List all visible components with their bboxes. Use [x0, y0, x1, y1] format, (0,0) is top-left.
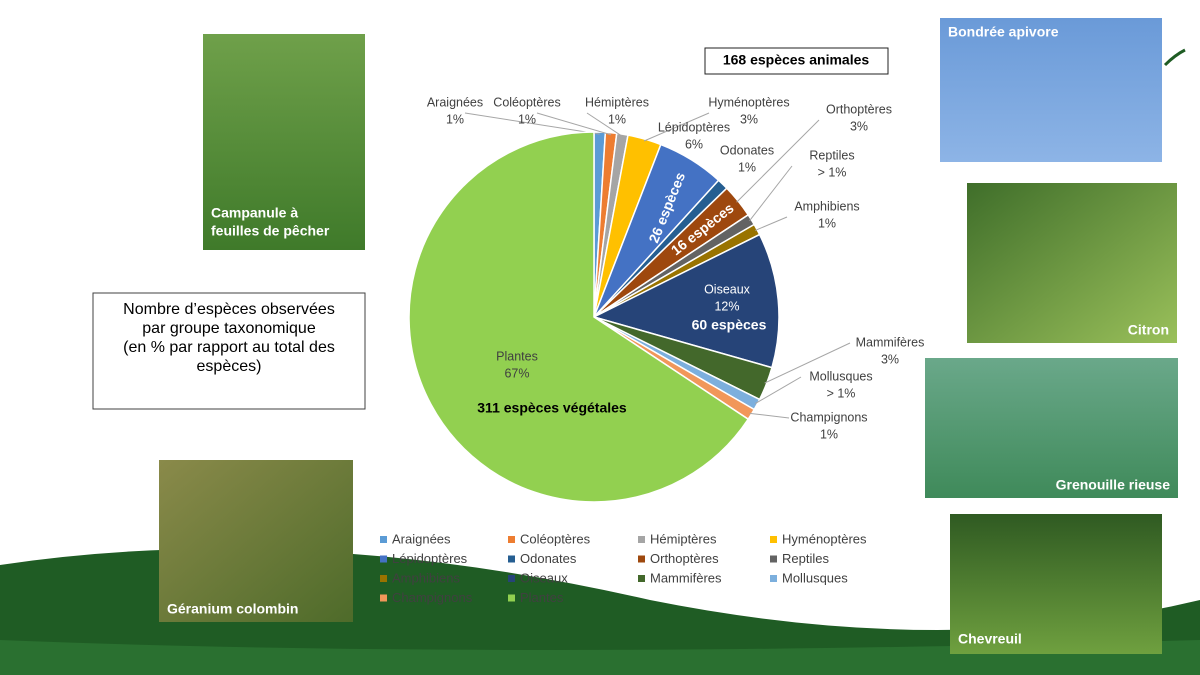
legend-swatch [380, 555, 387, 563]
background-band [0, 640, 1200, 675]
slice-value-label: 1% [738, 160, 756, 174]
legend-label: Orthoptères [650, 551, 719, 566]
leader-line [749, 412, 790, 419]
slice-value-label: 1% [518, 112, 536, 126]
legend-label: Araignées [392, 531, 451, 546]
legend-label: Lépidoptères [392, 551, 468, 566]
photo [967, 183, 1177, 343]
slice-label: Odonates [720, 143, 774, 157]
legend-swatch [508, 575, 515, 582]
legend-swatch [638, 555, 645, 563]
slice-label: Oiseaux [704, 282, 751, 296]
leader-line [754, 376, 802, 405]
slice-label: Champignons [790, 410, 867, 424]
slice-value-label: 12% [714, 299, 739, 313]
callout-text: 311 espèces végétales [477, 400, 627, 416]
slice-value-label: 3% [850, 119, 868, 133]
slice-label: Coléoptères [493, 95, 560, 109]
legend-swatch [638, 575, 645, 582]
legend-swatch [508, 594, 515, 602]
legend-label: Hémiptères [650, 531, 717, 546]
legend-label: Mollusques [782, 570, 848, 585]
slice-label: Araignées [427, 95, 483, 109]
slice-value-label: 6% [685, 137, 703, 151]
photo-caption: Chevreuil [958, 631, 1022, 647]
description-line: Nombre d’espèces observées [123, 301, 335, 318]
legend-swatch [380, 575, 387, 582]
slice-label: Amphibiens [794, 199, 859, 213]
leader-line [749, 165, 793, 221]
slice-label: Mollusques [809, 369, 872, 383]
photo [159, 460, 353, 622]
description-box [92, 292, 366, 410]
leader-line [464, 112, 600, 135]
photo [940, 18, 1162, 162]
callout-text: 168 espèces animales [723, 52, 870, 68]
slice-value-label: > 1% [818, 165, 847, 179]
legend-label: Amphibiens [392, 570, 460, 585]
photo-caption: feuilles de pêcher [211, 223, 330, 239]
legend-swatch [770, 555, 777, 563]
leader-line [586, 112, 623, 137]
photo-caption: Bondrée apivore [948, 24, 1059, 40]
leader-line [764, 342, 851, 384]
slice-annotation: 60 espèces [692, 317, 767, 333]
legend-swatch [380, 594, 387, 602]
slice-label: Hyménoptères [708, 95, 789, 109]
legend-swatch [508, 555, 515, 563]
slice-value-label: > 1% [827, 386, 856, 400]
slice-value-label: 67% [504, 366, 529, 380]
photo [925, 358, 1178, 498]
pie [408, 112, 851, 503]
slice-value-label: 1% [820, 427, 838, 441]
slice-value-label: 3% [740, 112, 758, 126]
photo-caption: Citron [1128, 322, 1169, 338]
slice-label: Reptiles [809, 148, 854, 162]
slice-value-label: 1% [446, 112, 464, 126]
slice-label: Hémiptères [585, 95, 649, 109]
pie-slice [408, 131, 750, 503]
decoration [1163, 48, 1186, 67]
legend-swatch [770, 575, 777, 582]
leader-line [736, 119, 820, 203]
legend-label: Oiseaux [520, 570, 568, 585]
legend-label: Odonates [520, 551, 577, 566]
photo-caption: Grenouille rieuse [1056, 477, 1171, 493]
callout-box [704, 47, 889, 75]
slice-label: Orthoptères [826, 102, 892, 116]
leader-line [536, 112, 612, 136]
legend-label: Plantes [520, 590, 564, 605]
photo [950, 514, 1162, 654]
slice-label: Plantes [496, 349, 538, 363]
legend-label: Reptiles [782, 551, 829, 566]
legend-label: Coléoptères [520, 531, 591, 546]
legend-swatch [638, 536, 645, 543]
leader-line [755, 216, 788, 231]
slice-label: Lépidoptères [658, 120, 730, 134]
description-line: espèces) [197, 358, 262, 375]
legend-label: Hyménoptères [782, 531, 867, 546]
photo-caption: Géranium colombin [167, 601, 298, 617]
slice-value-label: 3% [881, 352, 899, 366]
legend-swatch [508, 536, 515, 543]
description-line: (en % par rapport au total des [123, 339, 335, 356]
pie-slice [591, 233, 780, 369]
legend-swatch [380, 536, 387, 543]
photo [203, 34, 365, 250]
legend-label: Champignons [392, 590, 473, 605]
slice-value-label: 1% [818, 216, 836, 230]
leader-line [643, 112, 710, 142]
slice-value-label: 1% [608, 112, 626, 126]
legend-swatch [770, 536, 777, 543]
legend-label: Mammifères [650, 570, 722, 585]
photo-caption: Campanule à [211, 205, 298, 221]
description-line: par groupe taxonomique [142, 320, 316, 337]
slice-label: Mammifères [856, 335, 925, 349]
